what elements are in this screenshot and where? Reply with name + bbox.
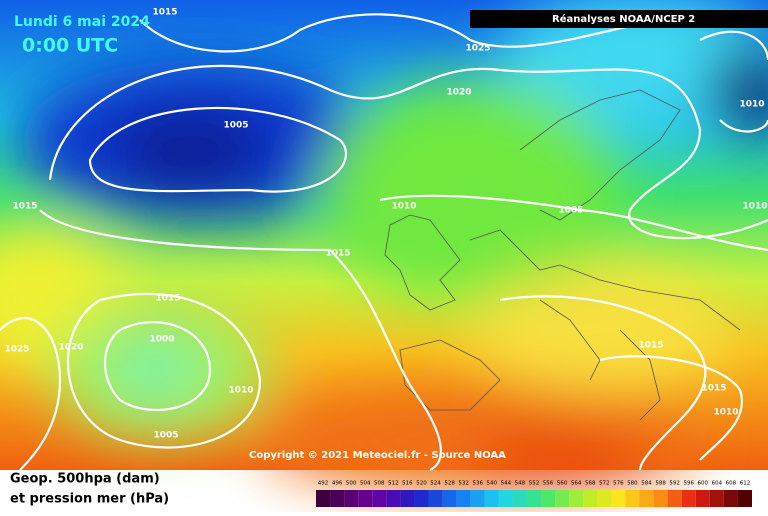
colorbar-cell <box>512 490 527 507</box>
isobar-label: 1010 <box>391 202 416 212</box>
colorbar-label: 588 <box>655 481 666 487</box>
colorbar-label: 504 <box>360 481 371 487</box>
colorbar-cell <box>400 490 415 507</box>
colorbar-cell <box>695 490 710 507</box>
colorbar-label: 496 <box>332 481 343 487</box>
isobars <box>0 13 768 471</box>
colorbar-label: 544 <box>501 481 512 487</box>
colorbar-label: 548 <box>515 481 526 487</box>
colorbar-cell <box>737 490 752 507</box>
colorbar-label: 516 <box>402 481 413 487</box>
isobar-label: 1010 <box>713 408 738 418</box>
colorbar-cell <box>316 490 331 507</box>
isobar-label: 1020 <box>446 88 471 98</box>
colorbar-label: 564 <box>571 481 582 487</box>
isobar-label: 1015 <box>701 384 726 394</box>
colorbar-cell <box>709 490 724 507</box>
colorbar-label: 536 <box>472 481 483 487</box>
isobar-label: 1025 <box>465 44 490 54</box>
colorbar-cell <box>597 490 612 507</box>
legend-line: Geop. 500hpa (dam) <box>10 472 160 487</box>
colorbar-cell <box>653 490 668 507</box>
colorbar-label: 528 <box>444 481 455 487</box>
colorbar-label: 512 <box>388 481 399 487</box>
isobar-label: 1015 <box>12 202 37 212</box>
colorbar-cell <box>498 490 513 507</box>
isobar-label: 1015 <box>638 341 663 351</box>
colorbar-cell <box>723 490 738 507</box>
colorbar-label: 592 <box>669 481 680 487</box>
colorbar-cell <box>541 490 556 507</box>
colorbar-label: 572 <box>599 481 610 487</box>
colorbar-cell <box>344 490 359 507</box>
colorbar-cell <box>625 490 640 507</box>
isobar-label: 1000 <box>149 335 174 345</box>
colorbar-label: 560 <box>557 481 568 487</box>
colorbar-cell <box>569 490 584 507</box>
isobar-label: 1010 <box>228 386 253 396</box>
colorbar-cell <box>456 490 471 507</box>
colorbar-label: 532 <box>458 481 469 487</box>
colorbar-cell <box>372 490 387 507</box>
colorbar-cell <box>442 490 457 507</box>
colorbar-label: 600 <box>698 481 709 487</box>
isobar-label: 1010 <box>742 202 767 212</box>
colorbar-label: 524 <box>430 481 441 487</box>
legend-line: et pression mer (hPa) <box>10 492 169 507</box>
colorbar-cell <box>428 490 443 507</box>
colorbar: 492 496 500 504 508 512 516 520 524 528 532 536 540 5… <box>316 481 752 507</box>
isobar-labels: 1015 1025 1020 1005 1010 1015 1010 1005 1010 1015… <box>4 8 767 441</box>
colorbar-cell <box>470 490 485 507</box>
colorbar-label: 492 <box>318 481 329 487</box>
isobar-label: 1015 <box>155 294 180 304</box>
copyright: Copyright © 2021 Meteociel.fr - Source N… <box>249 450 506 461</box>
isobar-label: 1005 <box>558 206 583 216</box>
colorbar-cell <box>611 490 626 507</box>
isobar-label: 1005 <box>153 431 178 441</box>
colorbar-label: 508 <box>374 481 385 487</box>
isobar-label: 1020 <box>58 343 83 353</box>
date: Lundi 6 mai 2024 <box>14 14 150 30</box>
colorbar-cell <box>386 490 401 507</box>
source-banner: Réanalyses NOAA/NCEP 2 <box>552 13 695 25</box>
time: 0:00 UTC <box>22 35 118 57</box>
colorbar-label: 596 <box>683 481 694 487</box>
colorbar-label: 556 <box>543 481 554 487</box>
isobar-label: 1015 <box>152 8 177 18</box>
colorbar-cell <box>414 490 429 507</box>
colorbar-cell <box>330 490 345 507</box>
colorbar-label: 612 <box>740 481 751 487</box>
isobar-label: 1010 <box>739 100 764 110</box>
colorbar-label: 520 <box>416 481 427 487</box>
colorbar-label: 540 <box>487 481 498 487</box>
colorbar-label: 608 <box>726 481 737 487</box>
colorbar-label: 580 <box>627 481 638 487</box>
colorbar-cell <box>667 490 682 507</box>
colorbar-cell <box>484 490 499 507</box>
colorbar-cell <box>681 490 696 507</box>
isobar-label: 1015 <box>325 249 350 259</box>
colorbar-label: 552 <box>529 481 540 487</box>
colorbar-label: 500 <box>346 481 357 487</box>
colorbar-cell <box>526 490 542 507</box>
source-banner-bg <box>470 10 768 28</box>
field <box>0 0 768 490</box>
colorbar-label: 576 <box>613 481 624 487</box>
colorbar-cell <box>639 490 654 507</box>
colorbar-label: 584 <box>641 481 652 487</box>
colorbar-cell <box>555 490 570 507</box>
isobar-label: 1025 <box>4 345 29 355</box>
colorbar-cell <box>583 490 598 507</box>
isobar-label: 1005 <box>223 121 248 131</box>
colorbar-label: 604 <box>712 481 723 487</box>
colorbar-cell <box>358 490 373 507</box>
colorbar-label: 568 <box>585 481 596 487</box>
